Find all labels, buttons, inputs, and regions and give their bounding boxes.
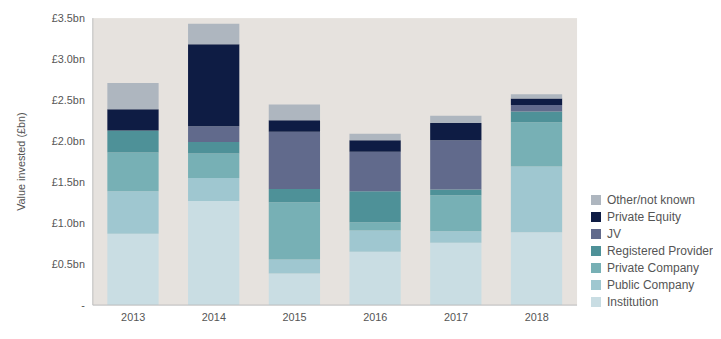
svg-text:2015: 2015	[283, 311, 307, 323]
svg-text:Value invested (£bn): Value invested (£bn)	[15, 112, 27, 211]
html-text:Other/not known: Other/not known	[606, 193, 695, 207]
svg-text:2014: 2014	[202, 311, 226, 323]
html-text:Institution: Institution	[606, 295, 659, 309]
html-text:Registered Provider: Registered Provider	[606, 244, 713, 258]
html-text:JV: JV	[606, 227, 621, 241]
svg-text:£3.0bn: £3.0bn	[52, 53, 85, 65]
svg-text:2013: 2013	[121, 311, 145, 323]
svg-text:£2.0bn: £2.0bn	[52, 135, 85, 147]
svg-text:2018: 2018	[525, 311, 549, 323]
svg-text:£2.5bn: £2.5bn	[52, 94, 85, 106]
svg-text:-: -	[81, 299, 85, 311]
svg-text:2016: 2016	[363, 311, 387, 323]
svg-text:2017: 2017	[444, 311, 468, 323]
svg-text:£0.5bn: £0.5bn	[52, 258, 85, 270]
html-text:Private Equity: Private Equity	[606, 210, 681, 224]
svg-text:£1.0bn: £1.0bn	[52, 217, 85, 229]
html-text:Public Company: Public Company	[606, 278, 695, 292]
html-text:Private Company: Private Company	[606, 261, 699, 275]
svg-text:£3.5bn: £3.5bn	[52, 12, 85, 24]
svg-text:£1.5bn: £1.5bn	[52, 176, 85, 188]
